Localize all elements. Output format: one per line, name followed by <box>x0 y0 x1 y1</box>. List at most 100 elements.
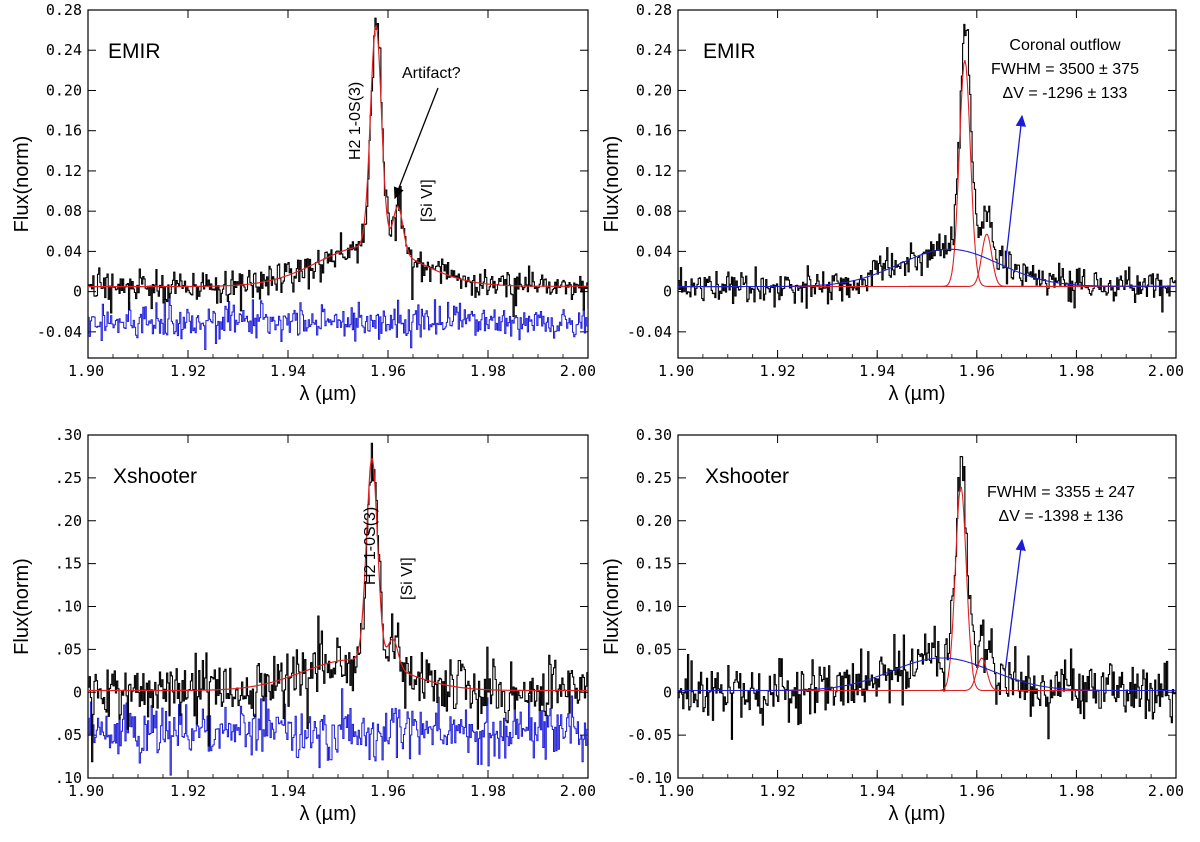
y-tick-label: .10 <box>55 769 82 787</box>
y-tick-label: .15 <box>55 555 82 573</box>
total-fit-line <box>88 458 588 692</box>
x-tick-label: 1.96 <box>959 362 995 380</box>
observed-spectrum <box>678 23 1176 313</box>
panel-title: Xshooter <box>705 465 789 488</box>
outflow-dv: ΔV = -1398 ± 136 <box>999 508 1124 525</box>
x-tick-label: 2.00 <box>1148 782 1184 800</box>
y-tick-label: 0.04 <box>46 242 82 260</box>
y-tick-label: 0.04 <box>636 242 672 260</box>
panel-p4: 1.90 1.92 1.94 1.96 1.98 2.00 -0.10 -0.05 0 0.05 0… <box>601 426 1184 825</box>
sivi-label: [Si VI] <box>419 179 436 222</box>
sivi-label: [Si VI] <box>399 557 416 600</box>
panel-p1: 1.90 1.92 1.94 1.96 1.98 2.00 -0.04 0 0.04 0.08 0.… <box>11 1 596 405</box>
panel-p2: 1.90 1.92 1.94 1.96 1.98 2.00 -0.04 0 0.04 0.08 0.… <box>601 1 1184 405</box>
x-axis-title: λ (µm) <box>888 383 945 405</box>
plot-area <box>88 17 588 350</box>
y-tick-label: 0.20 <box>46 81 82 99</box>
x-tick-label: 1.90 <box>68 362 104 380</box>
x-tick-label: 1.90 <box>658 362 694 380</box>
outflow-arrow <box>1004 538 1026 673</box>
y-tick-label: 0.16 <box>636 122 672 140</box>
y-tick-label: 0.20 <box>636 81 672 99</box>
y-tick-label: 0.10 <box>636 598 672 616</box>
x-tick-label: 1.96 <box>370 782 406 800</box>
h2-label: H2 1-0S(3) <box>362 507 379 585</box>
y-tick-label: 0.20 <box>636 512 672 530</box>
h2-label: H2 1-0S(3) <box>347 82 364 160</box>
plot-area <box>88 442 588 776</box>
plot-area <box>678 455 1176 740</box>
y-tick-label: 0.08 <box>46 202 82 220</box>
y-tick-label: .10 <box>55 598 82 616</box>
panel-title: EMIR <box>703 40 756 63</box>
outflow-arrow <box>1004 114 1027 269</box>
y-tick-label: 0.12 <box>46 162 82 180</box>
x-tick-label: 1.92 <box>760 782 796 800</box>
artifact-arrow <box>393 87 439 200</box>
x-tick-label: 2.00 <box>560 782 596 800</box>
y-tick-label: -0.04 <box>37 323 82 341</box>
x-tick-label: 2.00 <box>1148 362 1184 380</box>
y-tick-label: 0 <box>663 283 672 301</box>
x-tick-label: 1.96 <box>959 782 995 800</box>
y-tick-label: 0.15 <box>636 555 672 573</box>
x-tick-label: 1.98 <box>470 362 506 380</box>
x-tick-label: 1.94 <box>859 362 895 380</box>
y-axis-title: Flux(norm) <box>11 136 33 233</box>
x-tick-label: 1.92 <box>170 782 206 800</box>
plot-area <box>678 23 1176 313</box>
y-tick-label: -0.04 <box>627 323 672 341</box>
x-tick-label: 1.98 <box>1058 362 1094 380</box>
y-axis-title: Flux(norm) <box>601 558 623 655</box>
outflow-fwhm: FWHM = 3500 ± 375 <box>991 61 1139 78</box>
observed-spectrum <box>678 455 1176 740</box>
y-tick-label: 0.25 <box>636 469 672 487</box>
y-tick-label: 0.08 <box>636 202 672 220</box>
y-tick-label: 0.16 <box>46 122 82 140</box>
x-tick-label: 1.94 <box>859 782 895 800</box>
y-tick-label: .30 <box>55 426 82 444</box>
x-tick-label: 1.94 <box>270 782 306 800</box>
x-tick-label: 1.94 <box>270 362 306 380</box>
y-tick-label: 0.24 <box>46 41 82 59</box>
y-tick-label: -0.05 <box>627 726 672 744</box>
fit-component-coronal-outflow <box>678 248 1176 288</box>
y-tick-label: 0 <box>73 683 82 701</box>
x-tick-label: 1.90 <box>658 782 694 800</box>
y-tick-label: .05 <box>55 726 82 744</box>
y-axis-title: Flux(norm) <box>601 136 623 233</box>
residual-series <box>88 297 588 350</box>
panel-p3: 1.90 1.92 1.94 1.96 1.98 2.00 .10 .05 0 .05 .10 .15… <box>11 426 596 825</box>
y-tick-label: .20 <box>55 512 82 530</box>
y-tick-label: .05 <box>55 640 82 658</box>
artifact-label: Artifact? <box>402 65 461 82</box>
x-tick-label: 1.98 <box>1058 782 1094 800</box>
x-axis-title: λ (µm) <box>299 803 356 825</box>
outflow-fwhm: FWHM = 3355 ± 247 <box>987 484 1135 501</box>
y-tick-label: 0 <box>73 283 82 301</box>
x-axis-title: λ (µm) <box>888 803 945 825</box>
x-tick-label: 1.92 <box>170 362 206 380</box>
observed-spectrum <box>88 442 588 763</box>
x-tick-label: 1.90 <box>68 782 104 800</box>
x-tick-label: 1.92 <box>760 362 796 380</box>
outflow-dv: ΔV = -1296 ± 133 <box>1003 85 1128 102</box>
y-tick-label: -0.10 <box>627 769 672 787</box>
outflow-title: Coronal outflow <box>1009 37 1121 54</box>
x-tick-label: 1.98 <box>470 782 506 800</box>
y-axis-title: Flux(norm) <box>11 558 33 655</box>
panel-title: EMIR <box>108 40 161 63</box>
x-tick-label: 2.00 <box>560 362 596 380</box>
total-fit-line <box>88 25 588 288</box>
x-tick-label: 1.96 <box>370 362 406 380</box>
y-tick-label: 0.28 <box>636 1 672 19</box>
observed-spectrum <box>88 17 588 318</box>
y-tick-label: 0.28 <box>46 1 82 19</box>
x-axis-title: λ (µm) <box>299 383 356 405</box>
panel-title: Xshooter <box>113 465 197 488</box>
y-tick-label: 0.30 <box>636 426 672 444</box>
y-tick-label: 0.12 <box>636 162 672 180</box>
fit-component-coronal-outflow <box>678 657 1176 692</box>
y-tick-label: .25 <box>55 469 82 487</box>
